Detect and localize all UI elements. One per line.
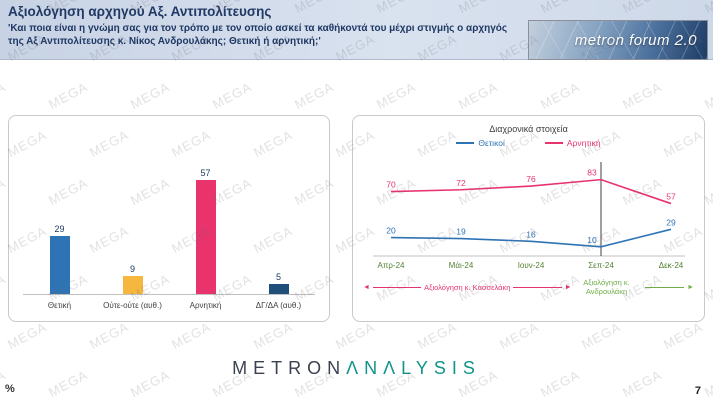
right-arrow-icon: ► bbox=[564, 284, 572, 292]
line-chart-legend: Θετικοί Αρνητική bbox=[353, 138, 704, 148]
bar-category-labels: Θετική Ούτε-ούτε (αυθ.) Αρνητική ΔΓ/ΔΑ (αυθ… bbox=[23, 294, 315, 310]
bar-category-label: Ούτε-ούτε (αυθ.) bbox=[103, 301, 162, 310]
bar-value-label: 9 bbox=[129, 264, 135, 274]
line-chart-title: Διαχρονικά στοιχεία bbox=[489, 124, 568, 134]
page-title: Αξιολόγηση αρχηγού Αξ. Αντιπολίτευσης bbox=[8, 4, 272, 19]
line-chart: 20 19 16 10 29 70 72 76 83 57 Απρ-24 Μάι-24 Ιουν-24 Σ… bbox=[372, 162, 685, 270]
watermark-text: MEGA bbox=[332, 318, 378, 353]
x-tick-label: Δεκ-24 bbox=[658, 261, 683, 270]
bar-value-label: 5 bbox=[275, 272, 281, 282]
arrow-line bbox=[513, 287, 562, 289]
bar bbox=[268, 284, 289, 294]
data-label: 29 bbox=[666, 217, 676, 227]
watermark-text: MEGA bbox=[45, 78, 91, 113]
watermark-text: MEGA bbox=[86, 318, 132, 353]
bar-category-label: Θετική bbox=[47, 301, 72, 310]
watermark-text: MEGA bbox=[578, 318, 624, 353]
logo-text: metron forum 2.0 bbox=[574, 31, 697, 49]
legend-item: Αρνητική bbox=[544, 138, 601, 148]
page-subtitle: 'Και ποια είναι η γνώμη σας για τον τρόπ… bbox=[8, 23, 508, 47]
x-tick-label: Απρ-24 bbox=[377, 261, 405, 270]
data-label: 10 bbox=[587, 235, 597, 245]
bar-columns: 29 9 57 5 bbox=[23, 142, 315, 294]
series-line-Θετικοί bbox=[390, 228, 671, 248]
x-tick-label: Μάι-24 bbox=[448, 261, 473, 270]
watermark-text: MEGA bbox=[619, 78, 665, 113]
brand-analysis: ΛNΛLYSIS bbox=[346, 358, 481, 378]
bar-column: 9 bbox=[96, 264, 169, 294]
watermark-text: MEGA bbox=[4, 318, 50, 353]
annotations-row: ◄ Αξιολόγηση κ. Κασσελάκη ► Αξιολόγηση κ… bbox=[353, 278, 704, 296]
watermark-text: MEGA bbox=[701, 78, 713, 113]
bar-value-label: 57 bbox=[200, 168, 211, 178]
watermark-text: MEGA bbox=[537, 78, 583, 113]
data-label: 19 bbox=[456, 227, 466, 237]
annotation-androulakis: Αξιολόγηση κ. Ανδρουλάκη ► bbox=[572, 278, 694, 296]
legend-swatch bbox=[456, 142, 475, 144]
line-chart-panel: Διαχρονικά στοιχεία Θετικοί Αρνητική 20 19… bbox=[352, 115, 705, 322]
watermark-text: MEGA bbox=[250, 318, 296, 353]
x-tick-label: Σεπ-24 bbox=[588, 261, 614, 270]
watermark-text: MEGA bbox=[127, 78, 173, 113]
right-arrow-icon: ► bbox=[687, 284, 694, 292]
bar bbox=[49, 236, 70, 294]
series-line-Αρνητική bbox=[390, 178, 671, 205]
data-label: 76 bbox=[526, 174, 536, 184]
percent-label: % bbox=[5, 383, 15, 395]
metron-forum-logo: metron forum 2.0 bbox=[528, 20, 708, 60]
left-arrow-icon: ◄ bbox=[363, 284, 370, 292]
watermark-text: MEGA bbox=[660, 318, 706, 353]
bar-chart: 29 9 57 5 Θετική Ούτε-ούτε (αυθ.) Αρνητική ΔΓ/… bbox=[23, 142, 315, 310]
annotation-text: Αξιολόγηση κ. Ανδρουλάκη bbox=[583, 278, 630, 296]
watermark-text: MEGA bbox=[373, 78, 419, 113]
annotation-kasselakis: ◄ Αξιολόγηση κ. Κασσελάκη ► bbox=[363, 283, 572, 292]
watermark-text: MEGA bbox=[414, 318, 460, 353]
bar-column: 57 bbox=[169, 168, 242, 294]
watermark-text: MEGA bbox=[168, 318, 214, 353]
metron-analysis-logo: METRONΛNΛLYSIS bbox=[0, 358, 713, 379]
watermark-text: MEGA bbox=[496, 318, 542, 353]
data-label: 57 bbox=[666, 192, 676, 202]
watermark-text: MEGA bbox=[0, 78, 9, 113]
watermark-text: MEGA bbox=[291, 78, 337, 113]
data-label: 83 bbox=[587, 168, 597, 178]
page-number: 7 bbox=[694, 385, 701, 397]
legend-label: Αρνητική bbox=[566, 138, 601, 148]
watermark-text: MEGA bbox=[455, 78, 501, 113]
bar bbox=[195, 180, 216, 294]
bar-category-label: Αρνητική bbox=[189, 301, 222, 310]
data-label: 16 bbox=[526, 229, 536, 239]
legend-label: Θετικοί bbox=[478, 138, 505, 148]
bar-chart-panel: 29 9 57 5 Θετική Ούτε-ούτε (αυθ.) Αρνητική ΔΓ/… bbox=[8, 115, 330, 322]
brand-metron: METRON bbox=[232, 358, 347, 378]
annotation-text: Αξιολόγηση κ. Κασσελάκη bbox=[424, 283, 511, 293]
bar-category-label: ΔΓ/ΔΑ (αυθ.) bbox=[255, 301, 302, 310]
watermark-text: MEGA bbox=[209, 78, 255, 113]
data-label: 20 bbox=[386, 226, 396, 236]
legend-item: Θετικοί bbox=[456, 138, 505, 148]
bar-value-label: 29 bbox=[54, 224, 65, 234]
bar-column: 29 bbox=[23, 224, 96, 294]
bar-column: 5 bbox=[242, 272, 315, 294]
x-tick-label: Ιουν-24 bbox=[517, 261, 544, 270]
legend-swatch bbox=[544, 142, 563, 144]
data-label: 72 bbox=[456, 178, 466, 188]
bar bbox=[122, 276, 143, 294]
data-label: 70 bbox=[386, 180, 396, 190]
arrow-line bbox=[644, 287, 685, 289]
arrow-line bbox=[372, 287, 422, 289]
